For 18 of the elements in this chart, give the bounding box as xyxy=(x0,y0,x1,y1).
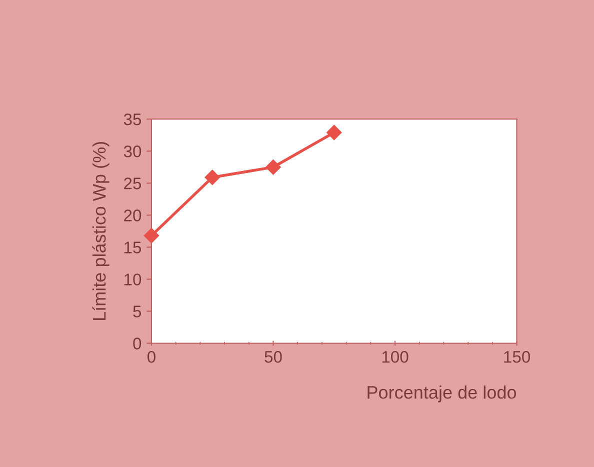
point xyxy=(326,124,342,140)
x-tick-label: 100 xyxy=(382,350,408,363)
y-axis-title: Límite plástico Wp (%) xyxy=(92,142,110,320)
y-tick-label: 30 xyxy=(124,146,142,158)
y-tick-label: 25 xyxy=(124,178,142,190)
point xyxy=(204,170,220,185)
y-tick-label: 20 xyxy=(124,210,142,222)
x-tick-label: 0 xyxy=(147,350,156,363)
y-tick-label: 10 xyxy=(124,274,142,286)
x-axis-title: Porcentaje de lodo xyxy=(368,386,516,402)
point xyxy=(266,160,281,175)
x-tick-label: 150 xyxy=(504,350,530,363)
y-tick-label: 15 xyxy=(124,242,142,254)
x-tick-label: 50 xyxy=(264,350,282,363)
y-tick-label: 35 xyxy=(124,113,142,126)
y-tick-label: 0 xyxy=(133,338,142,350)
y-tick-label: 5 xyxy=(133,306,142,318)
point xyxy=(144,228,160,244)
